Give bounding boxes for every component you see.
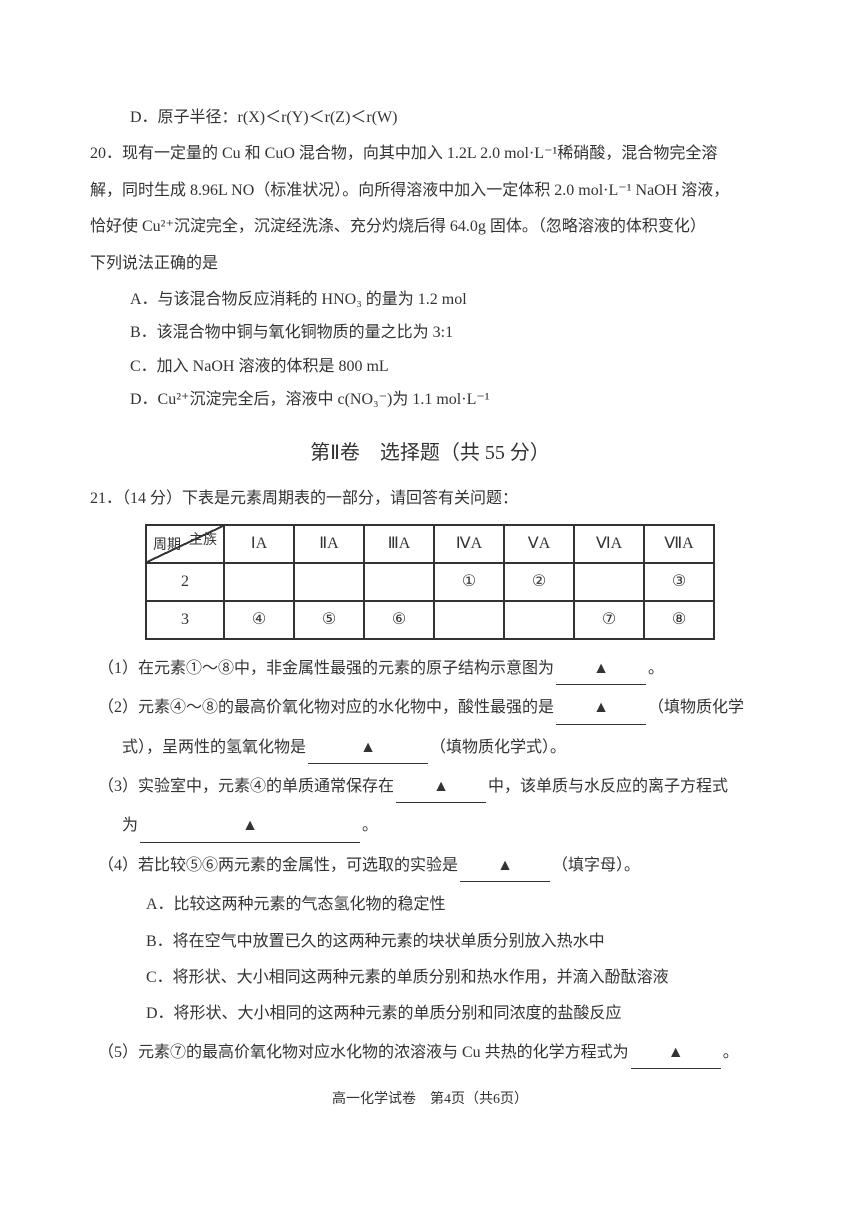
q21-part2-cont: 式），呈两性的氢氧化物是▲（填物质化学式）。 — [90, 733, 770, 764]
diag-bot: 周期 — [153, 533, 181, 560]
q20-stem-1: 20．现有一定量的 Cu 和 CuO 混合物，向其中加入 1.2L 2.0 mo… — [90, 139, 770, 169]
col-6a: ⅥA — [574, 525, 644, 563]
q21-part1: （1）在元素①～⑧中，非金属性最强的元素的原子结构示意图为▲。 — [90, 654, 770, 685]
blank-3: ▲ — [308, 733, 428, 764]
q21-p2a: （2）元素④～⑧的最高价氧化物对应的水化物中，酸性最强的是 — [98, 699, 554, 716]
q20-stem-4: 下列说法正确的是 — [90, 249, 770, 279]
q21-p3b: 中，该单质与水反应的离子方程式 — [488, 778, 728, 795]
q21-p1a: （1）在元素①～⑧中，非金属性最强的元素的原子结构示意图为 — [98, 660, 554, 677]
cell-3-1: ④ — [224, 601, 294, 639]
cell-3-6: ⑦ — [574, 601, 644, 639]
page-footer: 高一化学试卷 第4页（共6页） — [90, 1087, 770, 1114]
cell-2-5: ② — [504, 563, 574, 601]
q21-part3: （3）实验室中，元素④的单质通常保存在▲中，该单质与水反应的离子方程式 — [90, 772, 770, 803]
q21-part3-cont: 为▲。 — [90, 811, 770, 842]
col-5a: ⅤA — [504, 525, 574, 563]
table-header-diag: 主族 周期 — [146, 525, 224, 563]
diag-top: 主族 — [189, 528, 217, 555]
q21-p4a: （4）若比较⑤⑥两元素的金属性，可选取的实验是 — [98, 857, 458, 874]
cell-2-3 — [364, 563, 434, 601]
col-1a: ⅠA — [224, 525, 294, 563]
blank-5: ▲ — [140, 811, 360, 842]
q21-part4: （4）若比较⑤⑥两元素的金属性，可选取的实验是▲（填字母）。 — [90, 851, 770, 882]
col-3a: ⅢA — [364, 525, 434, 563]
col-7a: ⅦA — [644, 525, 714, 563]
q21-p5a: （5）元素⑦的最高价氧化物对应水化物的浓溶液与 Cu 共热的化学方程式为 — [98, 1044, 629, 1061]
cell-2-4: ① — [434, 563, 504, 601]
blank-4: ▲ — [396, 772, 486, 803]
q20-option-b: B．该混合物中铜与氧化铜物质的量之比为 3:1 — [90, 318, 770, 348]
cell-3-5 — [504, 601, 574, 639]
blank-7: ▲ — [631, 1038, 721, 1069]
q20-option-d: D．Cu²⁺沉淀完全后，溶液中 c(NO₃⁻)为 1.1 mol·L⁻¹ — [90, 385, 770, 415]
section-title: 第Ⅱ卷 选择题（共 55 分） — [90, 434, 770, 472]
q20-stem-3: 恰好使 Cu²⁺沉淀完全，沉淀经洗涤、充分灼烧后得 64.0g 固体。（忽略溶液… — [90, 212, 770, 242]
cell-2-2 — [294, 563, 364, 601]
col-2a: ⅡA — [294, 525, 364, 563]
q21-opt-c: C．将形状、大小相同这两种元素的单质分别和热水作用，并滴入酚酞溶液 — [90, 963, 770, 993]
q21-p4b: （填字母）。 — [552, 857, 640, 874]
q21-opt-a: A．比较这两种元素的气态氢化物的稳定性 — [90, 890, 770, 920]
blank-1: ▲ — [556, 654, 646, 685]
q21-p2d: （填物质化学式）。 — [430, 739, 566, 756]
q21-opt-d: D．将形状、大小相同的这两种元素的单质分别和同浓度的盐酸反应 — [90, 999, 770, 1029]
q21-part2: （2）元素④～⑧的最高价氧化物对应的水化物中，酸性最强的是▲（填物质化学 — [90, 693, 770, 724]
q20-option-a: A．与该混合物反应消耗的 HNO₃ 的量为 1.2 mol — [90, 285, 770, 315]
cell-2-7: ③ — [644, 563, 714, 601]
cell-3-4 — [434, 601, 504, 639]
q21-p1b: 。 — [648, 660, 664, 677]
q20-option-c: C．加入 NaOH 溶液的体积是 800 mL — [90, 352, 770, 382]
q21-part5: （5）元素⑦的最高价氧化物对应水化物的浓溶液与 Cu 共热的化学方程式为▲。 — [90, 1038, 770, 1069]
q21-p2b: （填物质化学 — [648, 699, 744, 716]
q21-p3c: 为 — [122, 817, 138, 834]
q21-p5b: 。 — [723, 1044, 739, 1061]
period-2: 2 — [146, 563, 224, 601]
q21-opt-b: B．将在空气中放置已久的这两种元素的块状单质分别放入热水中 — [90, 927, 770, 957]
cell-2-1 — [224, 563, 294, 601]
periodic-table: 主族 周期 ⅠA ⅡA ⅢA ⅣA ⅤA ⅥA ⅦA 2 ① ② ③ 3 ④ ⑤… — [90, 524, 770, 640]
q21-p3d: 。 — [362, 817, 378, 834]
cell-2-6 — [574, 563, 644, 601]
cell-3-3: ⑥ — [364, 601, 434, 639]
period-3: 3 — [146, 601, 224, 639]
q21-p3a: （3）实验室中，元素④的单质通常保存在 — [98, 778, 394, 795]
q20-stem-2: 解，同时生成 8.96L NO（标准状况）。向所得溶液中加入一定体积 2.0 m… — [90, 176, 770, 206]
q19-option-d: D．原子半径：r(X)＜r(Y)＜r(Z)＜r(W) — [90, 103, 770, 133]
cell-3-2: ⑤ — [294, 601, 364, 639]
col-4a: ⅣA — [434, 525, 504, 563]
blank-6: ▲ — [460, 851, 550, 882]
q21-stem: 21．（14 分）下表是元素周期表的一部分，请回答有关问题： — [90, 484, 770, 514]
q21-p2c: 式），呈两性的氢氧化物是 — [122, 739, 306, 756]
blank-2: ▲ — [556, 693, 646, 724]
cell-3-7: ⑧ — [644, 601, 714, 639]
